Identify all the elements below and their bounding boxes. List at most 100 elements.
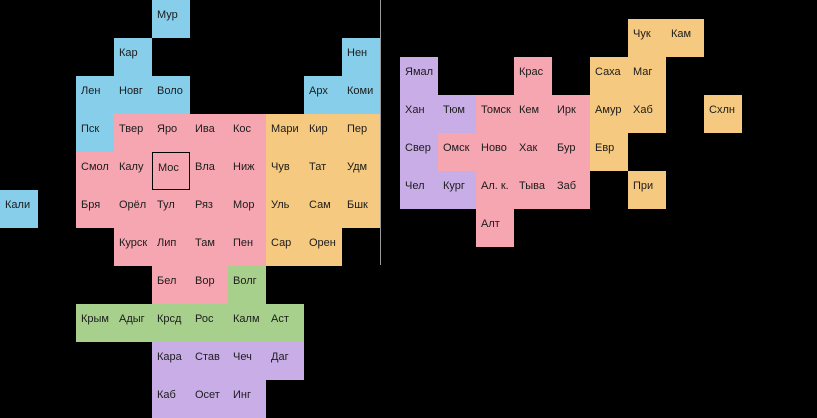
region-tile[interactable]: Схлн xyxy=(704,95,742,133)
region-tile[interactable]: Пер xyxy=(342,114,380,152)
region-label: Став xyxy=(195,351,220,363)
region-tile[interactable]: Там xyxy=(190,228,228,266)
region-tile[interactable]: Маг xyxy=(628,57,666,95)
region-tile[interactable]: Тул xyxy=(152,190,190,228)
region-tile[interactable]: Вла xyxy=(190,152,228,190)
region-tile[interactable]: Кара xyxy=(152,342,190,380)
region-tile[interactable]: Омск xyxy=(438,133,476,171)
region-tile[interactable]: Крсд xyxy=(152,304,190,342)
region-tile[interactable]: Мур xyxy=(152,0,190,38)
region-tile[interactable]: Пск xyxy=(76,114,114,152)
region-tile[interactable]: Чеч xyxy=(228,342,266,380)
region-tile[interactable]: Хак xyxy=(514,133,552,171)
region-label: Саха xyxy=(595,66,621,78)
region-tile[interactable]: Калм xyxy=(228,304,266,342)
region-tile[interactable]: Хан xyxy=(400,95,438,133)
region-tile[interactable]: Рос xyxy=(190,304,228,342)
region-tile[interactable]: Бур xyxy=(552,133,590,171)
region-label: Чув xyxy=(271,161,290,173)
region-label: Пер xyxy=(347,123,368,135)
region-tile[interactable]: Бел xyxy=(152,266,190,304)
region-tile[interactable]: Калу xyxy=(114,152,152,190)
region-tile[interactable]: Крас xyxy=(514,57,552,95)
region-tile[interactable]: Кам xyxy=(666,19,704,57)
region-tile[interactable]: Мор xyxy=(228,190,266,228)
region-tile[interactable]: Сар xyxy=(266,228,304,266)
region-tile[interactable]: Бря xyxy=(76,190,114,228)
region-tile[interactable]: Кали xyxy=(0,190,38,228)
region-label: Крас xyxy=(519,66,544,78)
region-label: Там xyxy=(195,237,215,249)
region-label: Кос xyxy=(233,123,252,135)
region-label: Удм xyxy=(347,161,368,173)
region-tile[interactable]: Чел xyxy=(400,171,438,209)
region-tile[interactable]: Чук xyxy=(628,19,666,57)
region-tile[interactable]: Заб xyxy=(552,171,590,209)
region-tile[interactable]: Ал. к. xyxy=(476,171,514,209)
region-tile[interactable]: Осет xyxy=(190,380,228,418)
region-tile[interactable]: Коми xyxy=(342,76,380,114)
region-tile[interactable]: Крым xyxy=(76,304,114,342)
region-label: Калм xyxy=(233,313,260,325)
region-tile[interactable]: Сам xyxy=(304,190,342,228)
region-tile[interactable]: Алт xyxy=(476,209,514,247)
region-tile[interactable]: Пен xyxy=(228,228,266,266)
region-tile[interactable]: Удм xyxy=(342,152,380,190)
region-tile[interactable]: Аст xyxy=(266,304,304,342)
region-tile[interactable]: Ряз xyxy=(190,190,228,228)
region-tile[interactable]: Нен xyxy=(342,38,380,76)
region-label: Ново xyxy=(481,142,507,154)
region-tile[interactable]: Амур xyxy=(590,95,628,133)
region-tile[interactable]: Адыг xyxy=(114,304,152,342)
region-tile[interactable]: Яро xyxy=(152,114,190,152)
region-tile[interactable]: Кург xyxy=(438,171,476,209)
region-tile[interactable]: Орен xyxy=(304,228,342,266)
region-label: Яро xyxy=(157,123,178,135)
region-tile[interactable]: Томск xyxy=(476,95,514,133)
region-tile[interactable]: Ямал xyxy=(400,57,438,95)
region-tile[interactable]: Ниж xyxy=(228,152,266,190)
region-tile[interactable]: Бшк xyxy=(342,190,380,228)
region-tile[interactable]: Ирк xyxy=(552,95,590,133)
region-tile[interactable]: Новг xyxy=(114,76,152,114)
region-tile[interactable]: Уль xyxy=(266,190,304,228)
region-tile[interactable]: Курск xyxy=(114,228,152,266)
region-tile[interactable]: Тыва xyxy=(514,171,552,209)
region-tile[interactable]: Тюм xyxy=(438,95,476,133)
region-tile[interactable]: Арх xyxy=(304,76,342,114)
region-tile[interactable]: Воло xyxy=(152,76,190,114)
region-tile[interactable]: Лип xyxy=(152,228,190,266)
region-tile[interactable]: Мари xyxy=(266,114,304,152)
region-tile[interactable]: Хаб xyxy=(628,95,666,133)
region-label: Лен xyxy=(81,85,101,97)
region-label: Хан xyxy=(405,104,425,116)
region-tile[interactable]: Ново xyxy=(476,133,514,171)
region-tile[interactable]: Орёл xyxy=(114,190,152,228)
region-label: Тат xyxy=(309,161,327,173)
region-label: Ямал xyxy=(405,66,434,78)
region-tile[interactable]: Даг xyxy=(266,342,304,380)
region-tile[interactable]: Твер xyxy=(114,114,152,152)
region-tile[interactable]: Став xyxy=(190,342,228,380)
region-tile[interactable]: Кем xyxy=(514,95,552,133)
region-tile[interactable]: Евр xyxy=(590,133,628,171)
region-tile[interactable]: Волг xyxy=(228,266,266,304)
region-label: Чеч xyxy=(233,351,252,363)
region-tile[interactable]: Тат xyxy=(304,152,342,190)
region-tile[interactable]: Инг xyxy=(228,380,266,418)
region-label: Чел xyxy=(405,180,425,192)
region-tile[interactable]: Кар xyxy=(114,38,152,76)
region-tile[interactable]: Смол xyxy=(76,152,114,190)
region-tile[interactable]: Мос xyxy=(152,152,190,190)
region-label: Ал. к. xyxy=(481,180,509,192)
region-tile[interactable]: Лен xyxy=(76,76,114,114)
region-tile[interactable]: При xyxy=(628,171,666,209)
region-tile[interactable]: Саха xyxy=(590,57,628,95)
region-tile[interactable]: Свер xyxy=(400,133,438,171)
region-tile[interactable]: Ива xyxy=(190,114,228,152)
region-tile[interactable]: Кир xyxy=(304,114,342,152)
region-tile[interactable]: Вор xyxy=(190,266,228,304)
region-tile[interactable]: Кос xyxy=(228,114,266,152)
region-tile[interactable]: Каб xyxy=(152,380,190,418)
region-tile[interactable]: Чув xyxy=(266,152,304,190)
